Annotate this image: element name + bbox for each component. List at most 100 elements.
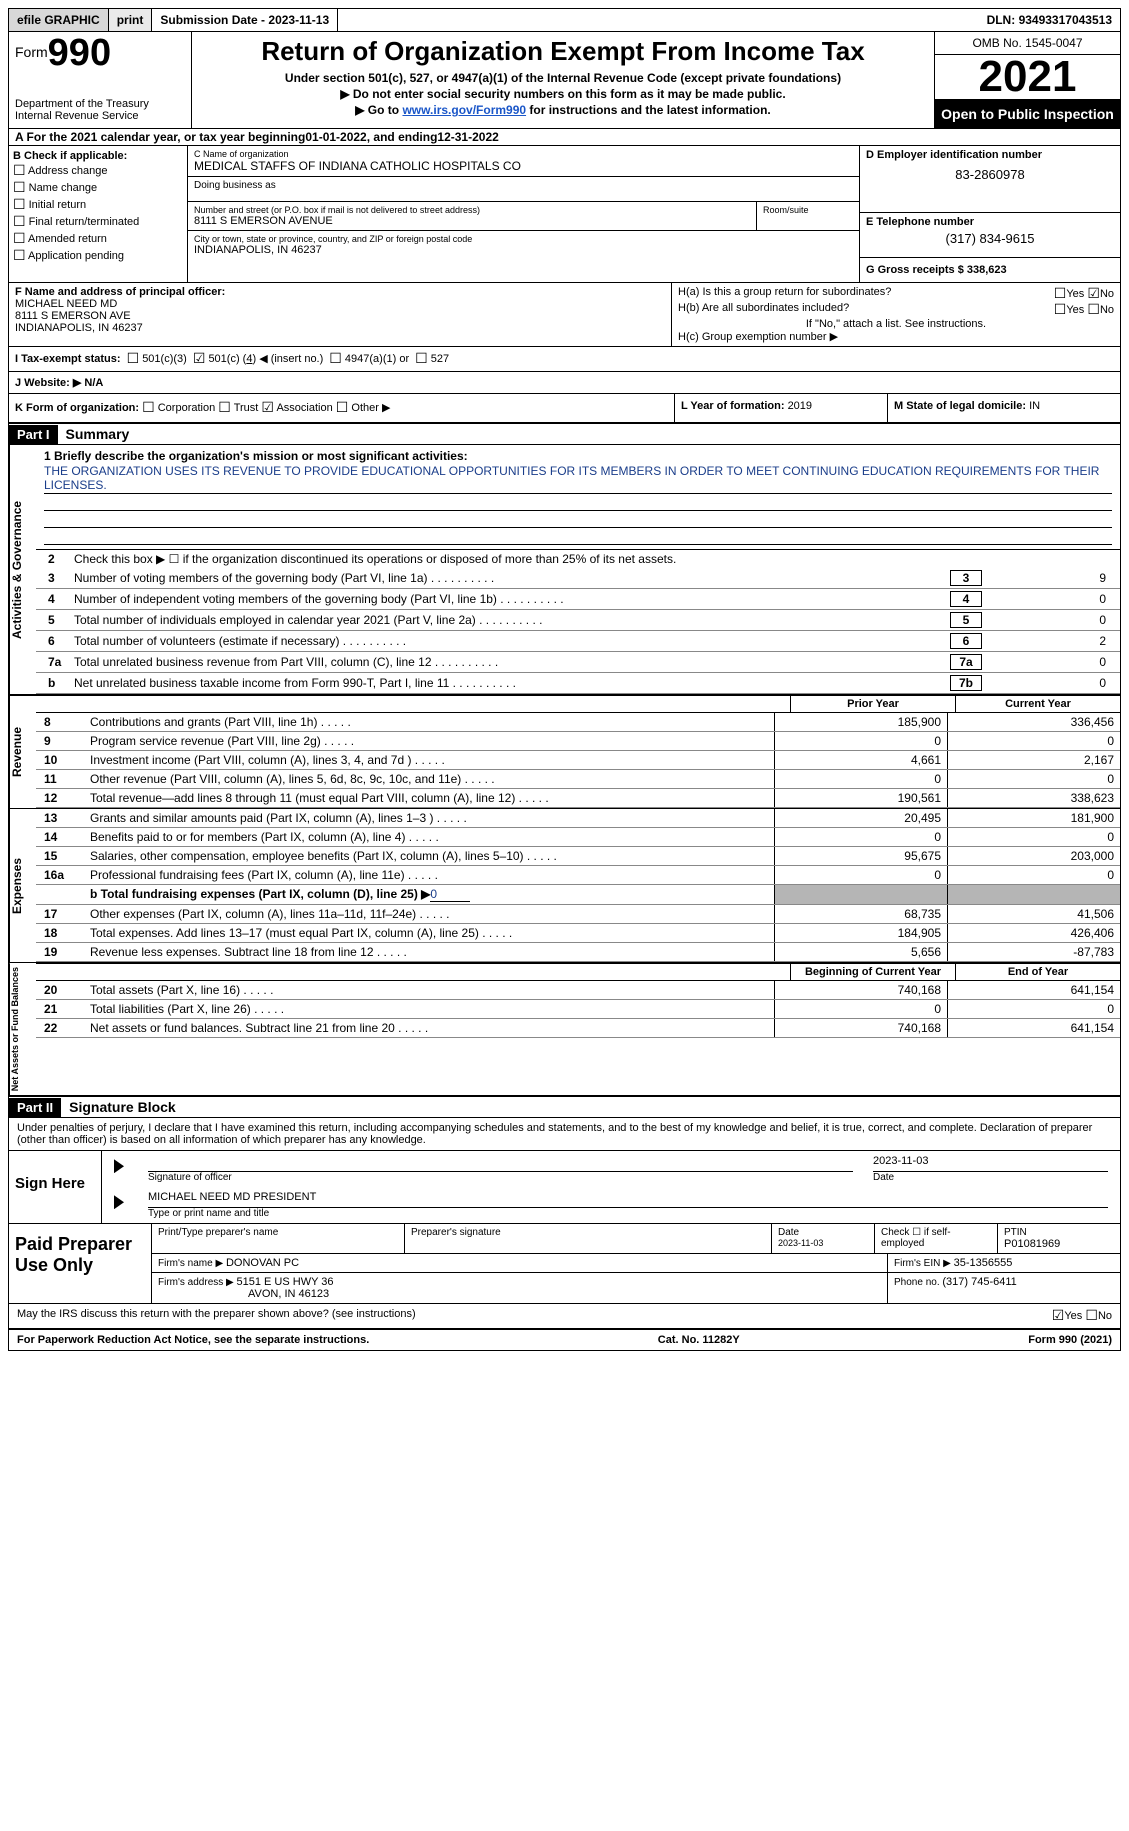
preparer-date: 2023-11-03: [778, 1238, 868, 1248]
firm-phone: (317) 745-6411: [942, 1276, 1016, 1288]
chk-initial-return[interactable]: ☐ Initial return: [13, 197, 183, 213]
paid-preparer-label: Paid Preparer Use Only: [9, 1224, 152, 1303]
line-18: 18 Total expenses. Add lines 13–17 (must…: [36, 924, 1120, 943]
firm-ein: 35-1356555: [954, 1257, 1013, 1269]
hb-note: If "No," attach a list. See instructions…: [678, 318, 1114, 330]
line-20: 20 Total assets (Part X, line 16) . . . …: [36, 981, 1120, 1000]
telephone-block: E Telephone number (317) 834-9615: [860, 213, 1120, 258]
officer-signature[interactable]: [148, 1155, 853, 1172]
group-return: H(a) Is this a group return for subordin…: [672, 283, 1120, 346]
form-title: Return of Organization Exempt From Incom…: [200, 36, 926, 67]
discuss-yes[interactable]: ☑: [1052, 1308, 1065, 1324]
part-1-header: Part I Summary: [9, 424, 1120, 445]
section-b: B Check if applicable: ☐ Address change …: [9, 146, 188, 282]
subtitle-3: ▶ Go to www.irs.gov/Form990 for instruct…: [200, 103, 926, 117]
line-8: 8 Contributions and grants (Part VIII, l…: [36, 713, 1120, 732]
sign-here-label: Sign Here: [9, 1151, 102, 1223]
chk-name-change[interactable]: ☐ Name change: [13, 180, 183, 196]
line-12: 12 Total revenue—add lines 8 through 11 …: [36, 789, 1120, 808]
officer-name: MICHAEL NEED MD PRESIDENT: [148, 1191, 1108, 1208]
tax-exempt-status: I Tax-exempt status: ☐ 501(c)(3) ☑ 501(c…: [9, 347, 1120, 372]
line-16b: b Total fundraising expenses (Part IX, c…: [36, 885, 1120, 905]
expenses-section: Expenses 13 Grants and similar amounts p…: [9, 809, 1120, 963]
chk-amended-return[interactable]: ☐ Amended return: [13, 231, 183, 247]
col-current-year: Current Year: [955, 696, 1120, 712]
line-9: 9 Program service revenue (Part VIII, li…: [36, 732, 1120, 751]
discuss-no[interactable]: ☐: [1085, 1308, 1098, 1324]
chk-final-return[interactable]: ☐ Final return/terminated: [13, 214, 183, 230]
arrow-icon: [114, 1159, 124, 1173]
subtitle-2: ▶ Do not enter social security numbers o…: [200, 87, 926, 101]
subtitle-1: Under section 501(c), 527, or 4947(a)(1)…: [200, 71, 926, 85]
form-number: Form990: [15, 36, 185, 70]
ha-label: H(a) Is this a group return for subordin…: [678, 286, 891, 302]
website: J Website: ▶ N/A: [9, 372, 1120, 394]
line-3: 3 Number of voting members of the govern…: [36, 568, 1120, 589]
vtab-net-assets: Net Assets or Fund Balances: [9, 963, 36, 1095]
line-5: 5 Total number of individuals employed i…: [36, 610, 1120, 631]
section-f-h: F Name and address of principal officer:…: [9, 283, 1120, 347]
line-16a: 16a Professional fundraising fees (Part …: [36, 866, 1120, 885]
line-4: 4 Number of independent voting members o…: [36, 589, 1120, 610]
org-name-block: C Name of organization MEDICAL STAFFS OF…: [188, 146, 859, 177]
submission-date: Submission Date - 2023-11-13: [152, 9, 338, 31]
col-eoy: End of Year: [955, 964, 1120, 980]
line-b: b Net unrelated business taxable income …: [36, 673, 1120, 694]
firm-address-1: 5151 E US HWY 36: [237, 1276, 334, 1288]
mission-block: 1 Briefly describe the organization's mi…: [36, 445, 1120, 550]
irs-label: Internal Revenue Service: [15, 110, 185, 122]
print-button[interactable]: print: [109, 9, 153, 31]
chk-501c[interactable]: ☑ 501(c) (4) ◀ (insert no.): [193, 351, 323, 367]
line-11: 11 Other revenue (Part VIII, column (A),…: [36, 770, 1120, 789]
chk-application-pending[interactable]: ☐ Application pending: [13, 248, 183, 264]
mission-text: THE ORGANIZATION USES ITS REVENUE TO PRO…: [44, 463, 1112, 494]
net-assets-section: Net Assets or Fund Balances Beginning of…: [9, 963, 1120, 1097]
form-header: Form990 Department of the Treasury Inter…: [9, 32, 1120, 129]
preparer-name: [158, 1238, 398, 1250]
tax-year-range: A For the 2021 calendar year, or tax yea…: [9, 129, 1120, 146]
line-14: 14 Benefits paid to or for members (Part…: [36, 828, 1120, 847]
open-to-public: Open to Public Inspection: [935, 100, 1120, 128]
org-name: MEDICAL STAFFS OF INDIANA CATHOLIC HOSPI…: [194, 159, 853, 173]
telephone-value: (317) 834-9615: [866, 231, 1114, 246]
ptin: P01081969: [1004, 1238, 1114, 1250]
line-7a: 7a Total unrelated business revenue from…: [36, 652, 1120, 673]
hb-label: H(b) Are all subordinates included?: [678, 302, 849, 318]
line-22: 22 Net assets or fund balances. Subtract…: [36, 1019, 1120, 1038]
chk-4947[interactable]: ☐ 4947(a)(1) or: [329, 351, 409, 367]
form-990-page: efile GRAPHIC print Submission Date - 20…: [8, 8, 1121, 1351]
principal-officer: F Name and address of principal officer:…: [9, 283, 672, 346]
hc-label: H(c) Group exemption number ▶: [678, 330, 1114, 343]
chk-address-change[interactable]: ☐ Address change: [13, 163, 183, 179]
vtab-activities: Activities & Governance: [9, 445, 36, 694]
arrow-icon: [114, 1195, 124, 1209]
irs-link[interactable]: www.irs.gov/Form990: [402, 103, 526, 117]
year-formation: L Year of formation: 2019: [674, 394, 887, 422]
page-footer: For Paperwork Reduction Act Notice, see …: [9, 1329, 1120, 1350]
top-bar: efile GRAPHIC print Submission Date - 20…: [9, 9, 1120, 32]
line-2: Check this box ▶ ☐ if the organization d…: [74, 552, 1112, 566]
section-c: C Name of organization MEDICAL STAFFS OF…: [188, 146, 860, 282]
form-of-org: K Form of organization: ☐ Corporation ☐ …: [9, 394, 674, 422]
self-employed-check[interactable]: Check ☐ if self-employed: [875, 1224, 998, 1253]
vtab-expenses: Expenses: [9, 809, 36, 962]
section-k-l-m: K Form of organization: ☐ Corporation ☐ …: [9, 394, 1120, 424]
efile-graphic-label: efile GRAPHIC: [9, 9, 109, 31]
chk-501c3[interactable]: ☐ 501(c)(3): [127, 351, 187, 367]
col-boy: Beginning of Current Year: [790, 964, 955, 980]
section-d-e-g: D Employer identification number 83-2860…: [860, 146, 1120, 282]
dept-treasury: Department of the Treasury: [15, 98, 185, 110]
room-suite: Room/suite: [757, 202, 859, 231]
dln: DLN: 93493317043513: [979, 9, 1120, 31]
chk-527[interactable]: ☐ 527: [415, 351, 449, 367]
sign-here-block: Sign Here Signature of officer 2023-11-0…: [9, 1151, 1120, 1224]
signature-date: 2023-11-03: [873, 1155, 1108, 1172]
line-21: 21 Total liabilities (Part X, line 26) .…: [36, 1000, 1120, 1019]
tax-year: 2021: [935, 55, 1120, 100]
state-domicile: M State of legal domicile: IN: [887, 394, 1120, 422]
firm-address-2: AVON, IN 46123: [158, 1288, 881, 1300]
part-2-header: Part II Signature Block: [9, 1097, 1120, 1118]
col-prior-year: Prior Year: [790, 696, 955, 712]
vtab-revenue: Revenue: [9, 696, 36, 808]
line-15: 15 Salaries, other compensation, employe…: [36, 847, 1120, 866]
